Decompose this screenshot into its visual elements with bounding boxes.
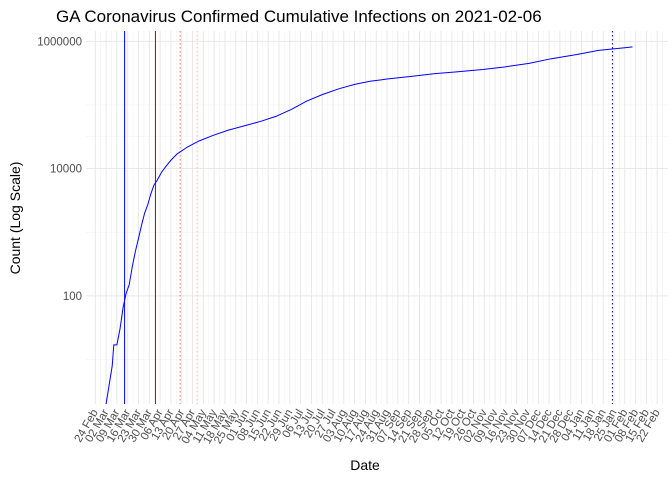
y-tick-label: 10000	[50, 164, 82, 176]
x-axis-title: Date	[350, 457, 380, 473]
y-axis-ticks: 100 10000 1000000	[37, 36, 82, 303]
reference-lines	[124, 31, 613, 404]
series-layer	[105, 46, 633, 405]
grid	[86, 31, 668, 404]
chart-title: GA Coronavirus Confirmed Cumulative Infe…	[56, 7, 542, 26]
y-tick-label: 1000000	[37, 36, 82, 48]
y-tick-label: 100	[63, 291, 82, 303]
series-line	[105, 46, 633, 405]
y-axis-title: Count (Log Scale)	[7, 162, 23, 275]
